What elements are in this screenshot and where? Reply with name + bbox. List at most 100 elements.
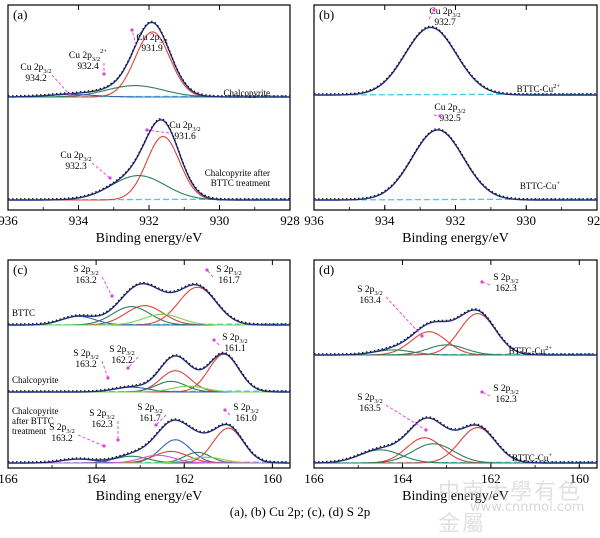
annotation-arrow: [385, 404, 427, 431]
plot-frame: [7, 259, 291, 469]
x-tick-label: 932: [139, 213, 159, 228]
peak-annotation-label: S 2p3/2: [357, 285, 382, 297]
annotation-arrow: [131, 29, 137, 46]
panel-label: (a): [13, 7, 27, 22]
peak-annotation-label: Cu 2p3/2: [20, 63, 51, 75]
annotation-arrow-head: [223, 408, 227, 412]
envelope-line: [8, 283, 290, 326]
peak-annotation-value: 934.2: [25, 74, 47, 84]
annotation-arrow-head: [480, 390, 484, 394]
chart-panel: (c) 166 164 162 160 Binding energy/eV BTTC S 2p…: [0, 259, 291, 504]
annotation-arrow-head: [438, 114, 442, 118]
spectrum-label: BTTC: [12, 308, 35, 318]
peak-annotation-label: S 2p3/2: [493, 384, 518, 396]
x-tick-label: 936: [0, 213, 18, 228]
x-axis-label: Binding energy/eV: [96, 489, 203, 504]
peak-annotation-value: 163.2: [75, 360, 97, 370]
peak-annotation-label: S 2p3/2: [493, 273, 518, 285]
watermark-url: www.cnnmol.com: [470, 500, 585, 515]
peak-annotation: Cu 2p3/22+932.4: [69, 48, 107, 76]
x-axis-label: Binding energy/eV: [402, 231, 509, 246]
x-tick-label: 160: [263, 471, 283, 486]
peak-annotation-value: 932.3: [65, 162, 87, 172]
annotation-arrow-head: [420, 334, 424, 338]
panel-label: (b): [319, 7, 334, 22]
annotation-arrow-head: [432, 8, 436, 12]
background-line: [315, 198, 596, 201]
panel-label: (c): [13, 262, 27, 277]
component-peak: [8, 353, 290, 393]
component-peak: [314, 344, 597, 356]
peak-annotation-label: Cu 2p3/2: [434, 103, 465, 115]
component-peak: [8, 454, 290, 464]
annotation-arrow-head: [145, 128, 149, 132]
envelope-line: [314, 26, 597, 96]
peak-annotation-label: S 2p3/2: [137, 403, 162, 415]
spectrum-label: Chalcopyrite: [224, 88, 271, 98]
spectrum-label: BTTC-Cu+: [520, 180, 561, 191]
component-peak: [8, 305, 290, 326]
component-peak: [8, 313, 290, 326]
peak-annotation-label: S 2p3/2: [49, 423, 74, 435]
peak-annotation-label: S 2p3/2: [73, 265, 98, 277]
annotation-arrow: [385, 296, 423, 337]
figure-caption: (a), (b) Cu 2p; (c), (d) S 2p: [229, 504, 371, 519]
peak-annotation-value: 163.2: [51, 434, 73, 444]
x-tick-label: 930: [210, 213, 230, 228]
annotation-arrow-head: [130, 28, 134, 32]
peak-annotation-label: S 2p3/2: [109, 345, 134, 357]
chart-panel: (b) 936 934 932 930 928 Binding energy/eV BTTC-…: [304, 4, 600, 246]
peak-annotation-value: 162.2: [111, 356, 133, 366]
spectrum-label: BTTC-Cu2+: [517, 83, 561, 94]
x-tick-label: 928: [280, 213, 300, 228]
x-tick-label: 930: [517, 213, 537, 228]
raw-data-points: [8, 282, 290, 325]
annotation-arrow-head: [126, 366, 130, 370]
peak-annotation-label: S 2p3/2: [89, 409, 114, 421]
x-tick-label: 162: [481, 471, 501, 486]
annotation-arrow-head: [480, 280, 484, 284]
peak-annotation-value: 932.5: [439, 114, 461, 124]
annotation-arrow: [101, 276, 113, 297]
component-peak: [314, 437, 597, 464]
peak-annotation-label: S 2p3/2: [357, 393, 382, 405]
x-tick-label: 934: [69, 213, 89, 228]
peak-annotation-value: 161.7: [139, 414, 161, 424]
x-axis-label: Binding energy/eV: [96, 231, 203, 246]
peak-annotation-label: Cu 2p3/2: [429, 7, 460, 19]
annotation-arrow-head: [154, 423, 158, 427]
annotation-arrow-head: [102, 72, 106, 76]
envelope-line: [8, 119, 290, 201]
x-tick-label: 934: [375, 213, 395, 228]
x-tick-label: 164: [86, 471, 106, 486]
peak-annotation-value: 163.5: [359, 404, 381, 414]
spectrum-label: Chalcopyrite: [12, 375, 59, 385]
peak-annotation-value: 161.7: [218, 276, 240, 286]
peak-annotation-value: 162.3: [495, 395, 517, 405]
peak-annotation-value: 931.6: [174, 132, 196, 142]
peak-annotation-value: 932.7: [434, 18, 456, 28]
annotation-arrow-head: [116, 438, 120, 442]
x-tick-label: 166: [304, 471, 324, 486]
peak-annotation-label: S 2p3/2: [216, 265, 241, 277]
spectrum-label: BTTC-Cu2+: [509, 345, 553, 356]
background-line: [315, 93, 596, 96]
x-axis-label: Binding energy/eV: [402, 489, 509, 504]
component-peak: [8, 450, 290, 464]
peak-annotation-value: 162.3: [495, 284, 517, 294]
peak-annotation-label: Cu 2p3/2: [60, 151, 91, 163]
